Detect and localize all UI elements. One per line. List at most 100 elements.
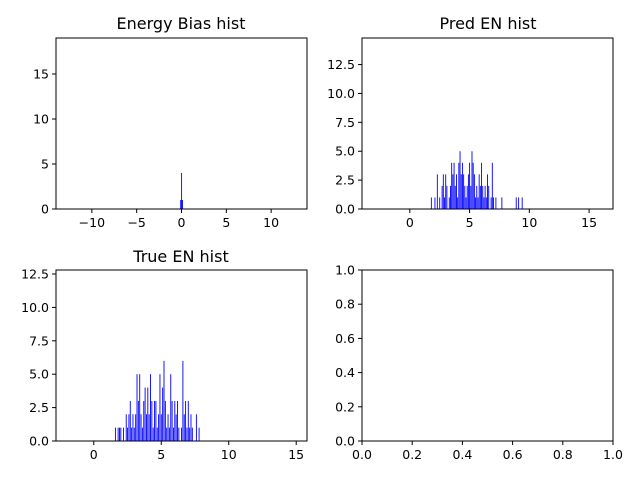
hist-bar: [158, 414, 160, 441]
hist-bar: [479, 185, 481, 209]
hist-bar: [465, 197, 467, 209]
hist-bar: [515, 197, 517, 209]
hist-bar: [436, 174, 438, 209]
hist-bar: [459, 151, 461, 209]
hist-bar: [454, 185, 456, 209]
subplot-empty: 0.0 0.2 0.4 0.6 0.8 1.0 0.0 0.2 0.4 0.6 0.8 1.0: [335, 263, 623, 463]
hist-bar: [143, 400, 145, 441]
hist-bar: [491, 162, 493, 209]
hist-bar: [495, 197, 497, 209]
hist-bar: [476, 185, 478, 209]
hist-bar: [483, 197, 485, 209]
hist-bar: [148, 414, 150, 441]
hist-bar: [446, 185, 448, 209]
hist-bar: [175, 414, 177, 441]
hist-bar: [482, 185, 484, 209]
hist-bar: [460, 174, 462, 209]
hist-bar: [151, 400, 153, 441]
hist-bar: [487, 174, 488, 209]
hist-bar: [481, 162, 483, 209]
y-tick-label: 0.0: [335, 202, 355, 217]
y-tick-label: 0.4: [335, 365, 355, 380]
hist-bar: [178, 427, 180, 441]
y-tick-label: 15: [33, 67, 49, 82]
hist-bar: [119, 427, 120, 441]
hist-bar: [453, 162, 455, 209]
y-tick-label: 0.2: [335, 399, 355, 414]
hist-bar: [441, 185, 443, 209]
x-tick-label: 15: [288, 447, 304, 462]
hist-bar: [136, 374, 138, 441]
y-tick-label: 7.5: [29, 333, 49, 348]
y-tick-label: 5: [41, 157, 49, 172]
hist-bar: [475, 197, 477, 209]
plot-area: 0 5 10 15 0.0 2.5 5.0 7.5 10.0 12.5: [21, 267, 304, 462]
hist-bar: [445, 174, 447, 209]
hist-bar: [493, 197, 494, 209]
hist-bar: [185, 400, 187, 441]
y-tick-label: 5.0: [29, 367, 49, 382]
hist-bar: [141, 427, 143, 441]
hist-bar: [139, 374, 141, 441]
hist-bar: [434, 197, 436, 209]
hist-bar: [146, 414, 147, 441]
x-tick-label: 0: [178, 215, 186, 230]
hist-bar: [152, 427, 154, 441]
y-tick-label: 7.5: [335, 115, 355, 130]
hist-bar: [150, 374, 151, 441]
hist-bar: [160, 414, 162, 441]
hist-bar: [163, 360, 165, 441]
y-tick-label: 10.0: [21, 300, 49, 315]
hist-bar: [125, 414, 127, 441]
axes-frame: [55, 269, 308, 442]
hist-bar: [484, 185, 486, 209]
hist-bar: [464, 185, 466, 209]
hist-bar: [144, 387, 146, 441]
hist-bar: [471, 151, 473, 209]
axes-frame: [361, 37, 614, 210]
hist-bar: [463, 174, 465, 209]
hist-bar: [472, 162, 474, 209]
axes-frame: [361, 269, 614, 442]
hist-bar: [114, 427, 116, 441]
hist-bar: [132, 414, 134, 441]
hist-bar: [186, 427, 188, 441]
hist-bar: [120, 427, 122, 441]
x-tick-label: 0.4: [452, 447, 472, 462]
x-tick-label: −5: [127, 215, 145, 230]
hist-bar: [452, 174, 454, 209]
hist-bar: [456, 174, 457, 209]
hist-bar: [457, 197, 459, 209]
hist-bar: [430, 197, 432, 209]
y-tick-label: 0.0: [335, 434, 355, 449]
y-tick-label: 0: [41, 202, 49, 217]
x-tick-label: 0.2: [402, 447, 422, 462]
x-tick-label: 5: [157, 447, 165, 462]
hist-bar: [183, 414, 185, 441]
hist-bar: [131, 427, 133, 441]
hist-bar: [198, 427, 200, 441]
y-tick-label: 0.6: [335, 331, 355, 346]
hist-bar: [117, 427, 119, 441]
hist-bar: [133, 427, 135, 441]
hist-bar: [521, 197, 523, 209]
subplot-energy-bias: Energy Bias hist −10 −5 0 5 10 0 5 10 15: [33, 14, 308, 230]
y-tick-label: 12.5: [327, 57, 355, 72]
hist-bar: [156, 427, 158, 441]
hist-bar: [177, 400, 178, 441]
x-tick-label: 0: [90, 447, 98, 462]
hist-bar: [135, 414, 137, 441]
hist-bar: [147, 387, 149, 441]
hist-bar: [140, 414, 142, 441]
hist-bar: [180, 200, 182, 209]
chart-title: Energy Bias hist: [117, 14, 246, 33]
x-tick-label: 0.6: [503, 447, 523, 462]
x-tick-label: 15: [581, 215, 597, 230]
hist-bar: [448, 197, 450, 209]
hist-bar: [518, 197, 520, 209]
x-tick-label: 10: [221, 447, 237, 462]
hist-bar: [181, 427, 182, 441]
subplot-pred-en: Pred EN hist 0 5 10 15 0.0 2.5 5.0 7.5 10.0 12.5: [327, 14, 614, 230]
hist-bar: [171, 400, 173, 441]
